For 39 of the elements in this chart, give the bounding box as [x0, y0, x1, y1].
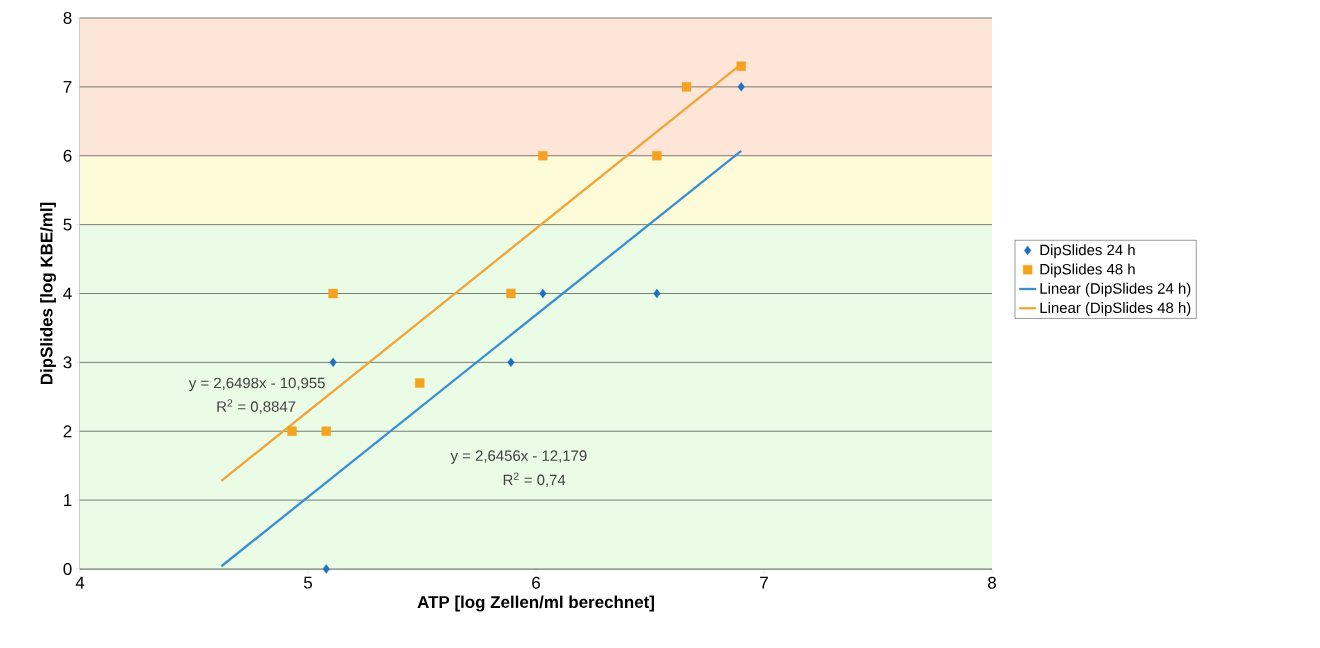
point [653, 288, 661, 299]
y-tick-label: 8 [63, 12, 72, 24]
point [507, 357, 515, 368]
legend-label: Linear (DipSlides 24 h) [1040, 282, 1191, 297]
y-tick-label: 1 [64, 494, 72, 506]
point [538, 151, 548, 161]
x-tick-label: 4 [75, 576, 85, 589]
y-axis-title: DipSlides [log KBE/ml] [40, 202, 56, 385]
point [322, 564, 330, 574]
legend-label: DipSlides 24 h [1040, 244, 1135, 259]
x-tick-label: 5 [303, 576, 312, 589]
annotation: R$^{2}$ = 0,8847 [217, 399, 296, 414]
x-axis-title: ATP [log Zellen/ml berechnet] [417, 595, 654, 612]
y-tick-label: 0 [63, 563, 72, 575]
point [681, 82, 692, 92]
y-tick-label: 4 [63, 287, 72, 300]
point [737, 82, 745, 92]
y-tick-label: 3 [63, 356, 72, 369]
point [506, 288, 516, 299]
y-tick-label: 5 [63, 218, 72, 231]
point [415, 378, 425, 388]
annotation: y = 2,6498x - 10,955 [188, 377, 325, 392]
y-tick-label: 7 [63, 81, 72, 93]
point [329, 357, 337, 368]
point [736, 61, 746, 71]
x-tick-label: 6 [532, 576, 540, 589]
point [328, 288, 338, 299]
point [321, 426, 331, 436]
legend-label: DipSlides 48 h [1040, 263, 1135, 278]
x-tick-label: 7 [760, 576, 768, 589]
point [652, 151, 662, 161]
y-tick-label: 2 [63, 425, 72, 438]
annotation: y = 2,6456x - 12,179 [450, 450, 587, 464]
legend-label: Linear (DipSlides 48 h) [1040, 302, 1191, 317]
point [287, 426, 297, 436]
annotation: R$^{2}$ = 0,74 [503, 472, 566, 487]
x-tick-label: 8 [988, 576, 996, 589]
y-tick-label: 6 [63, 149, 72, 162]
point [539, 288, 547, 299]
